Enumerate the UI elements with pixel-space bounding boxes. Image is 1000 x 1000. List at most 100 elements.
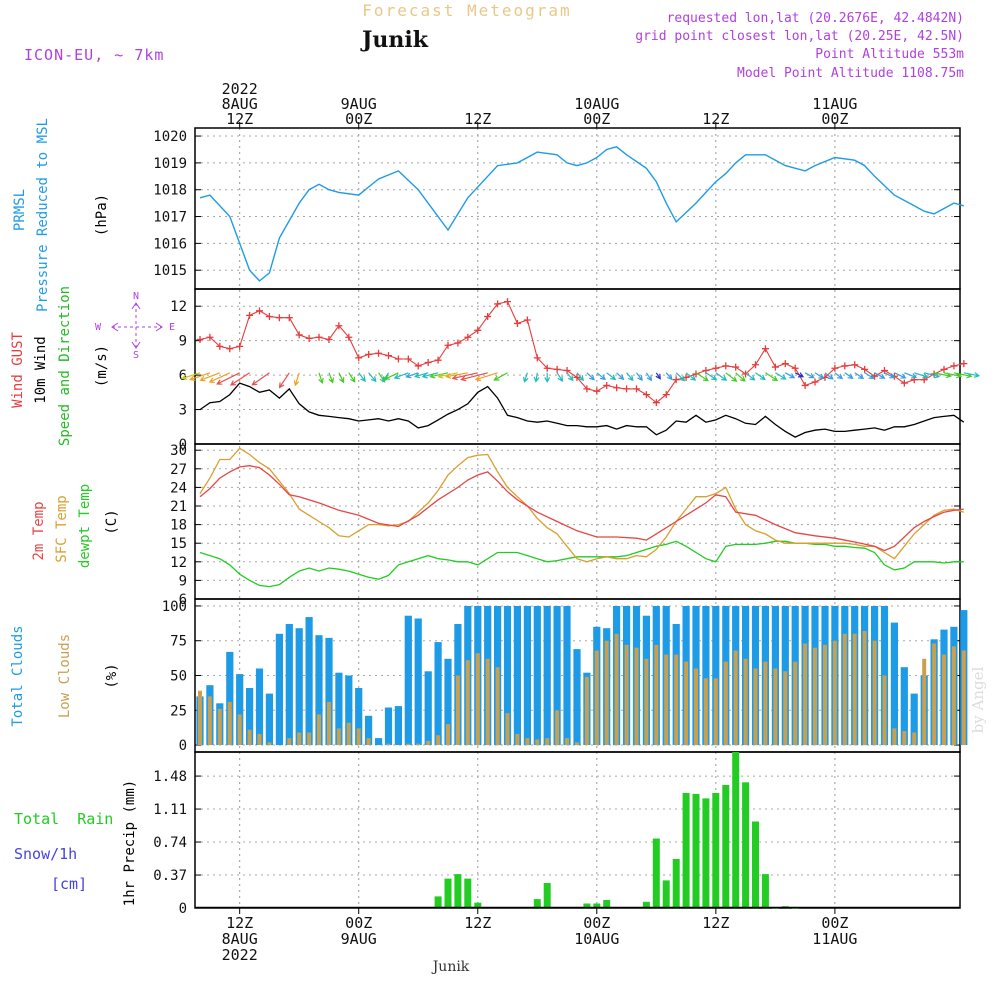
low-cloud-bar	[703, 678, 708, 746]
gust-marker	[791, 364, 799, 372]
product-title: Forecast Meteogram	[362, 1, 571, 20]
low-cloud-bar	[336, 728, 341, 746]
temp-unit: (C)	[104, 509, 120, 534]
gust-marker	[761, 345, 769, 353]
wind-arrow	[368, 372, 377, 383]
low-cloud-bar	[882, 675, 887, 745]
y-tick-label: 1015	[153, 263, 187, 279]
time-label-top: 12Z	[464, 110, 491, 128]
y-tick-label: 9	[179, 334, 187, 350]
time-label-top: 00Z	[821, 110, 848, 128]
low-cloud-bar	[743, 658, 748, 745]
wind-arrow	[199, 372, 221, 382]
wind-arrow	[533, 372, 540, 383]
gust-marker	[841, 362, 849, 370]
low-cloud-bar	[327, 701, 331, 745]
wind-arrow	[544, 372, 551, 384]
gust-marker	[494, 300, 502, 308]
y-tick-label: 12	[170, 299, 187, 315]
snow-unit-label: [cm]	[51, 875, 87, 893]
y-tick-label: 30	[170, 443, 187, 459]
wind-arrow	[616, 372, 625, 381]
wind-10m-label: 10m Wind	[33, 336, 49, 403]
gust-marker	[454, 339, 462, 347]
total-cloud-bar	[573, 649, 581, 746]
wind-arrow	[318, 372, 324, 384]
pressure-line	[199, 146, 964, 282]
low-cloud-bar	[287, 738, 292, 746]
wind-arrow	[493, 372, 508, 381]
temperature-labels: 2m Temp SFC Temp dewpt Temp (C)	[31, 484, 120, 568]
y-tick-label: 100	[162, 599, 187, 615]
y-tick-label: 15	[170, 536, 187, 552]
wind-arrow	[358, 372, 366, 383]
time-label-top: 8AUG	[222, 95, 258, 113]
wind-arrow	[695, 372, 709, 382]
low-cloud-bar	[525, 738, 530, 746]
gust-marker	[553, 365, 561, 373]
low-cloud-bar	[644, 658, 649, 745]
wind-arrow	[655, 372, 661, 380]
gust-marker	[950, 362, 958, 370]
total-cloud-bar	[285, 624, 293, 745]
total-cloud-bar	[523, 606, 531, 746]
total-cloud-bar	[246, 688, 254, 745]
precip-bar	[454, 874, 462, 908]
cloud-labels: Total Clouds Low Clouds (%)	[10, 625, 120, 726]
wind-arrow	[216, 372, 240, 385]
pressure-label-2: Pressure Reduced to MSL	[35, 118, 51, 312]
low-cloud-bar	[783, 671, 788, 745]
low-cloud-bar	[723, 661, 728, 746]
gust-marker	[295, 331, 303, 339]
time-label-bottom: 00Z	[583, 914, 610, 932]
low-cloud-bar	[862, 631, 867, 746]
total-cloud-bar	[503, 606, 512, 746]
precip-bar	[533, 899, 541, 908]
gust-marker	[216, 342, 224, 350]
low-cloud-bar	[793, 661, 798, 746]
low-cloud-bar	[872, 640, 877, 745]
low-cloud-bar	[297, 732, 302, 745]
wind-arrow	[834, 372, 844, 380]
low-cloud-bar	[465, 660, 470, 745]
y-tick-label: 24	[170, 480, 187, 496]
precip-bar	[583, 903, 591, 908]
pressure-label-1: PRMSL	[12, 189, 28, 231]
gust-marker	[444, 341, 452, 349]
wind-arrow	[914, 372, 929, 379]
gust-marker	[384, 352, 392, 360]
wind-arrow	[735, 372, 746, 382]
wind-arrow	[429, 372, 449, 379]
precip-bar	[444, 878, 452, 908]
total-cloud-bar	[424, 671, 432, 745]
wind-arrow	[814, 372, 825, 379]
wind-arrow	[348, 372, 356, 383]
y-tick-label: 6	[179, 368, 187, 384]
gust-marker	[325, 336, 333, 344]
total-cloud-bar	[315, 635, 323, 746]
total-cloud-bar	[444, 658, 452, 745]
y-tick-label: 50	[170, 669, 187, 685]
total-cloud-bar	[712, 606, 720, 746]
y-tick-label: 1018	[153, 183, 187, 199]
y-tick-label: 27	[170, 462, 187, 478]
gust-marker	[504, 298, 512, 306]
low-cloud-bar	[713, 678, 718, 746]
gust-marker	[315, 333, 323, 341]
low-cloud-bar	[694, 668, 698, 745]
y-tick-label: 0	[179, 901, 187, 917]
low-cloud-bar	[664, 654, 669, 745]
low-cloud-bar	[842, 633, 847, 746]
gust-marker	[543, 364, 551, 372]
gust-marker	[940, 365, 948, 373]
gust-marker	[900, 379, 908, 387]
y-tick-label: 3	[179, 403, 187, 419]
gust-marker	[662, 391, 670, 399]
precip-bar	[672, 859, 680, 908]
total-cloud-bar	[910, 693, 918, 746]
snow-label: Snow/1h	[14, 845, 77, 863]
time-label-bottom: 12Z	[702, 914, 729, 932]
gust-marker	[275, 314, 283, 322]
gust-marker	[355, 354, 363, 362]
